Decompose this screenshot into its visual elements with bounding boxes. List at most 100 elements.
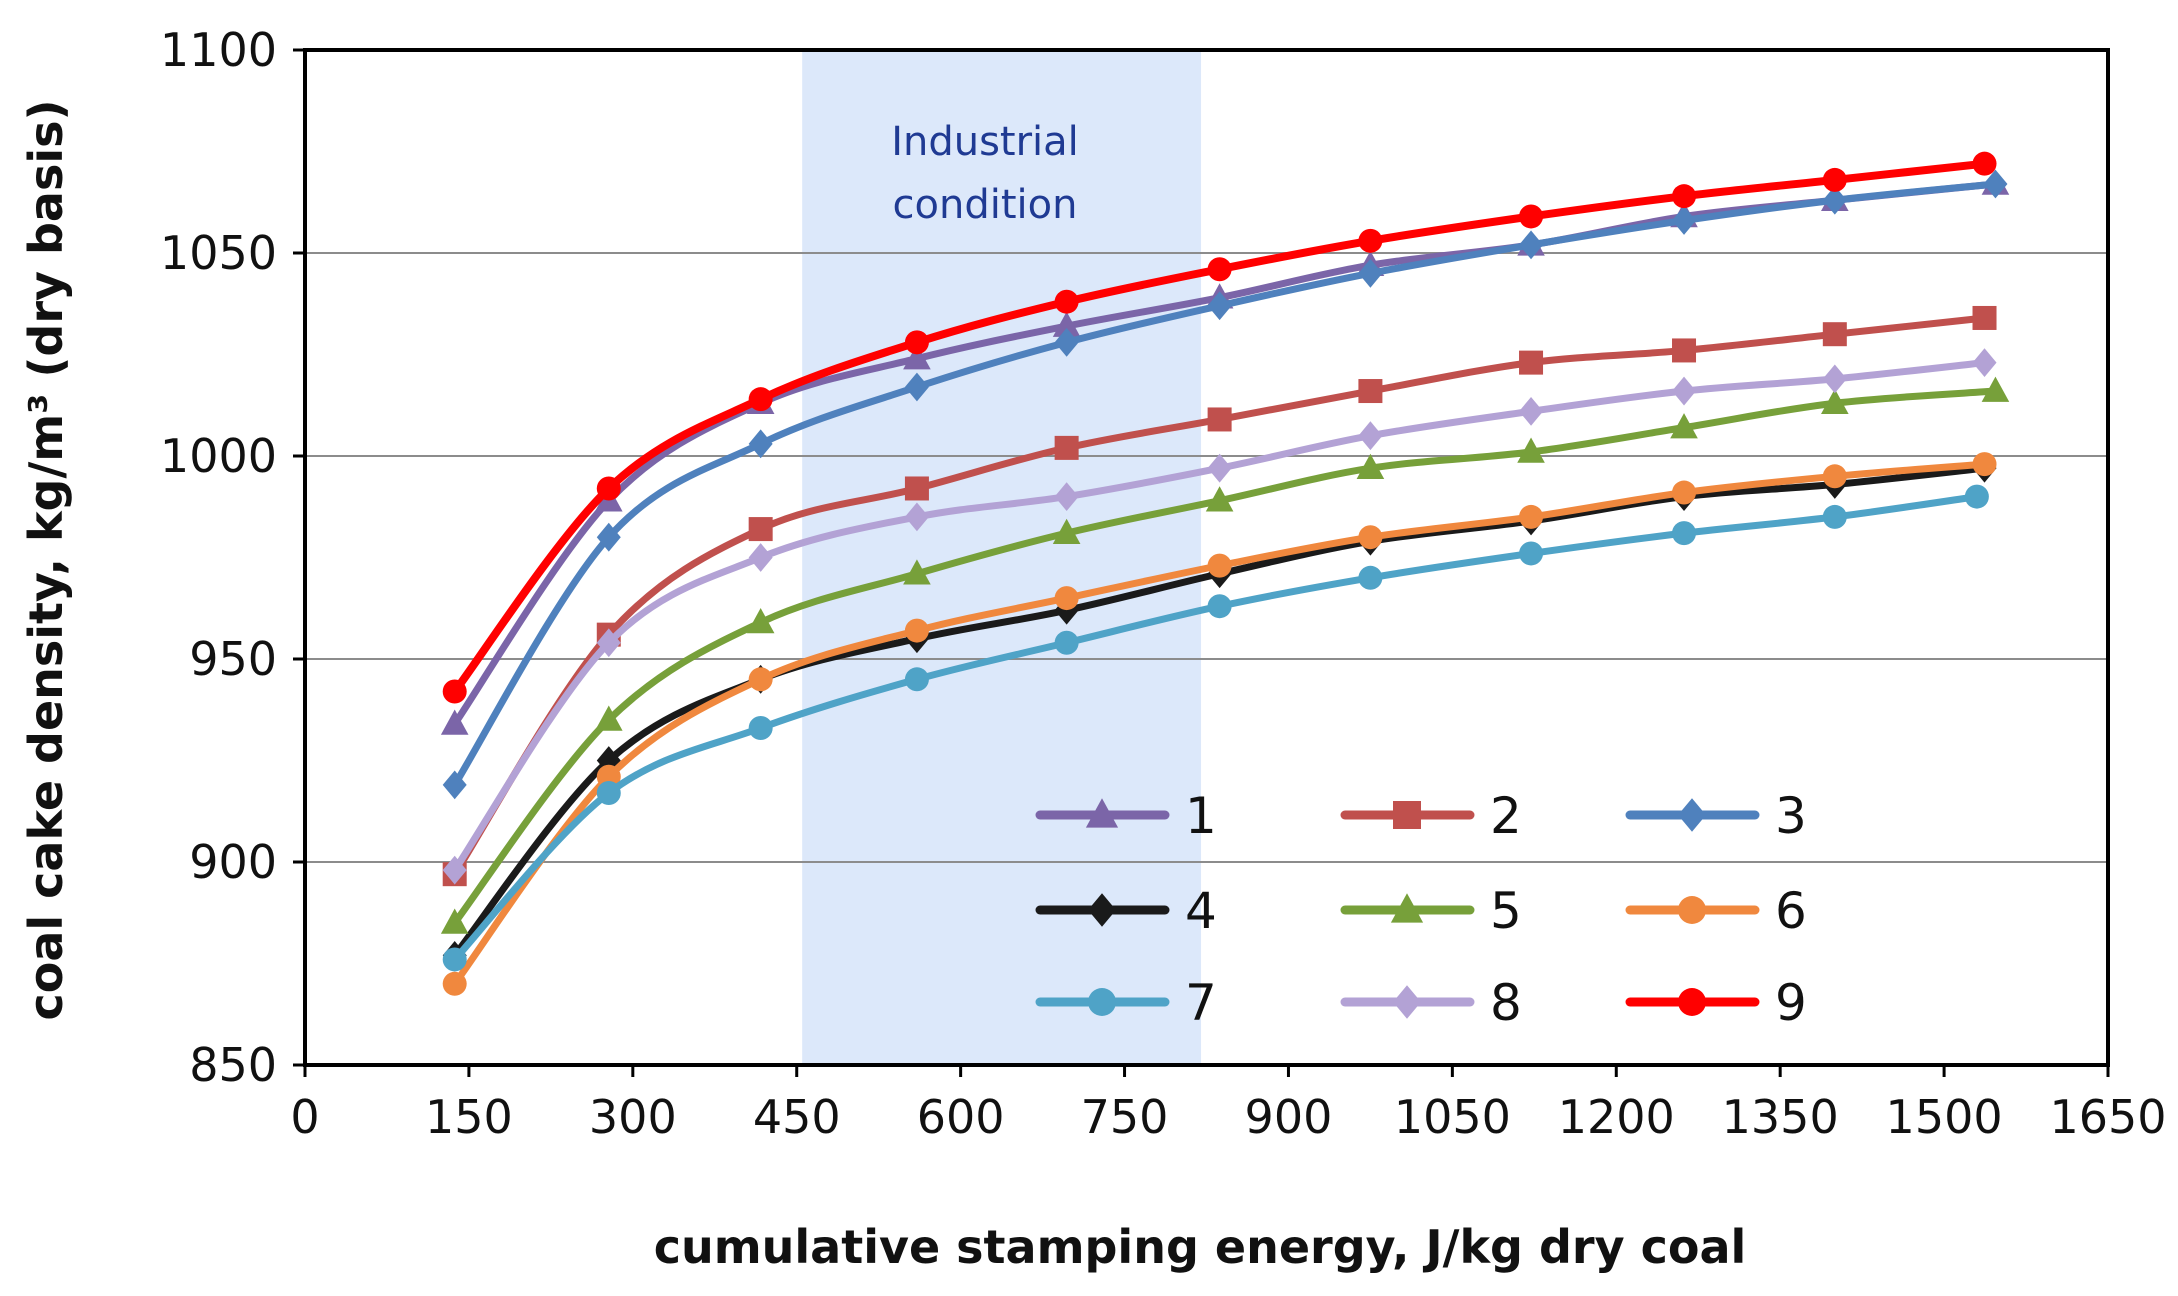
data-point bbox=[1207, 257, 1232, 282]
data-point bbox=[1207, 553, 1232, 578]
y-tick-label: 950 bbox=[189, 632, 277, 686]
data-point bbox=[1972, 452, 1997, 477]
y-tick-label: 850 bbox=[189, 1038, 277, 1092]
data-point bbox=[596, 628, 621, 658]
y-tick-labels: 850 900 950 1000 1050 1100 bbox=[160, 23, 305, 1092]
data-point bbox=[1519, 396, 1544, 426]
legend-label: 9 bbox=[1775, 974, 1807, 1032]
series-line bbox=[451, 314, 1989, 878]
data-point bbox=[904, 330, 929, 355]
legend-marker bbox=[1393, 985, 1421, 1019]
series-9 bbox=[442, 151, 1997, 704]
data-point bbox=[1964, 484, 1989, 509]
data-point bbox=[748, 716, 773, 741]
data-point bbox=[596, 522, 621, 552]
data-point bbox=[1207, 291, 1232, 321]
data-point bbox=[442, 971, 467, 996]
legend-label: 8 bbox=[1490, 974, 1522, 1032]
data-point bbox=[1822, 167, 1847, 192]
data-point bbox=[1519, 204, 1544, 229]
x-tick-label: 750 bbox=[1081, 1090, 1169, 1144]
data-point bbox=[748, 517, 773, 542]
legend-label: 6 bbox=[1775, 882, 1807, 940]
data-point bbox=[442, 855, 467, 885]
plot-frame bbox=[303, 48, 2110, 1067]
series-4 bbox=[442, 453, 1997, 970]
data-point bbox=[594, 705, 623, 731]
data-point bbox=[442, 947, 467, 972]
legend-marker bbox=[1393, 801, 1421, 829]
data-point bbox=[904, 476, 929, 501]
legend-label: 5 bbox=[1490, 882, 1522, 940]
x-tick-label: 150 bbox=[425, 1090, 513, 1144]
series-line bbox=[451, 180, 1999, 728]
data-point bbox=[904, 502, 929, 532]
data-point bbox=[1054, 327, 1079, 357]
data-point bbox=[1519, 541, 1544, 566]
industrial-condition-band bbox=[802, 50, 1202, 1065]
legend: 1 2 3 4 5 6 7 8 9 bbox=[1035, 787, 1807, 1032]
data-point bbox=[904, 618, 929, 643]
y-tick-label: 1000 bbox=[160, 429, 277, 483]
y-axis-title: coal cake density, kg/m³ (dry basis) bbox=[19, 99, 73, 1020]
x-tick-label: 1050 bbox=[1394, 1090, 1511, 1144]
x-tick-label: 450 bbox=[753, 1090, 841, 1144]
y-tick-label: 1100 bbox=[160, 23, 277, 77]
data-point bbox=[1207, 407, 1232, 432]
x-tick-labels: 0 150 300 450 600 750 900 1050 1200 1350 1500 1650 bbox=[290, 1065, 2167, 1144]
data-point bbox=[1672, 480, 1697, 505]
x-axis-title: cumulative stamping energy, J/kg dry coa… bbox=[654, 1220, 1747, 1274]
data-point bbox=[903, 559, 931, 585]
data-point bbox=[1519, 230, 1544, 260]
data-point bbox=[1205, 486, 1234, 512]
data-point bbox=[596, 780, 621, 805]
x-tick-label: 900 bbox=[1245, 1090, 1333, 1144]
data-point bbox=[1519, 504, 1544, 529]
data-point bbox=[1672, 376, 1697, 406]
data-point bbox=[442, 770, 467, 800]
y-tick-label: 1050 bbox=[160, 226, 277, 280]
legend-item-5: 5 bbox=[1340, 882, 1522, 940]
legend-label: 1 bbox=[1185, 787, 1217, 845]
legend-marker bbox=[1088, 893, 1116, 927]
data-point bbox=[1983, 169, 2008, 199]
data-point bbox=[1054, 586, 1079, 611]
series-layer bbox=[440, 151, 2010, 996]
legend-label: 3 bbox=[1775, 787, 1807, 845]
data-point bbox=[1358, 565, 1383, 590]
x-tick-label: 600 bbox=[917, 1090, 1005, 1144]
data-point bbox=[1052, 311, 1081, 337]
x-tick-label: 1650 bbox=[2049, 1090, 2166, 1144]
plot-frame-layer bbox=[303, 48, 2110, 1067]
legend-label: 7 bbox=[1185, 974, 1217, 1032]
data-point bbox=[1981, 376, 2010, 402]
data-point bbox=[1672, 338, 1697, 363]
data-point bbox=[1672, 206, 1697, 235]
data-point bbox=[1054, 289, 1079, 314]
legend-marker bbox=[1678, 798, 1706, 832]
data-point bbox=[1517, 437, 1545, 463]
data-point bbox=[1054, 482, 1079, 511]
series-line bbox=[451, 180, 1999, 789]
legend-label: 2 bbox=[1490, 787, 1522, 845]
data-point bbox=[1822, 185, 1847, 215]
shaded-region-layer bbox=[802, 50, 1202, 1065]
data-point bbox=[1972, 348, 1997, 378]
series-8 bbox=[442, 348, 1997, 885]
data-point bbox=[904, 667, 929, 692]
data-point bbox=[442, 679, 467, 704]
band-label-line-1: Industrial bbox=[891, 119, 1079, 165]
legend-marker bbox=[1088, 988, 1116, 1016]
data-point bbox=[1207, 453, 1232, 483]
legend-item-8: 8 bbox=[1340, 974, 1522, 1032]
data-point bbox=[1821, 388, 1849, 415]
legend-item-7: 7 bbox=[1035, 974, 1217, 1032]
gridlines bbox=[305, 252, 2108, 863]
series-line bbox=[450, 159, 1989, 696]
data-point bbox=[1822, 322, 1847, 347]
data-point bbox=[1054, 435, 1079, 460]
data-point bbox=[1972, 305, 1997, 330]
data-point bbox=[1822, 504, 1847, 529]
data-point bbox=[1358, 525, 1383, 550]
data-point bbox=[1822, 364, 1847, 394]
